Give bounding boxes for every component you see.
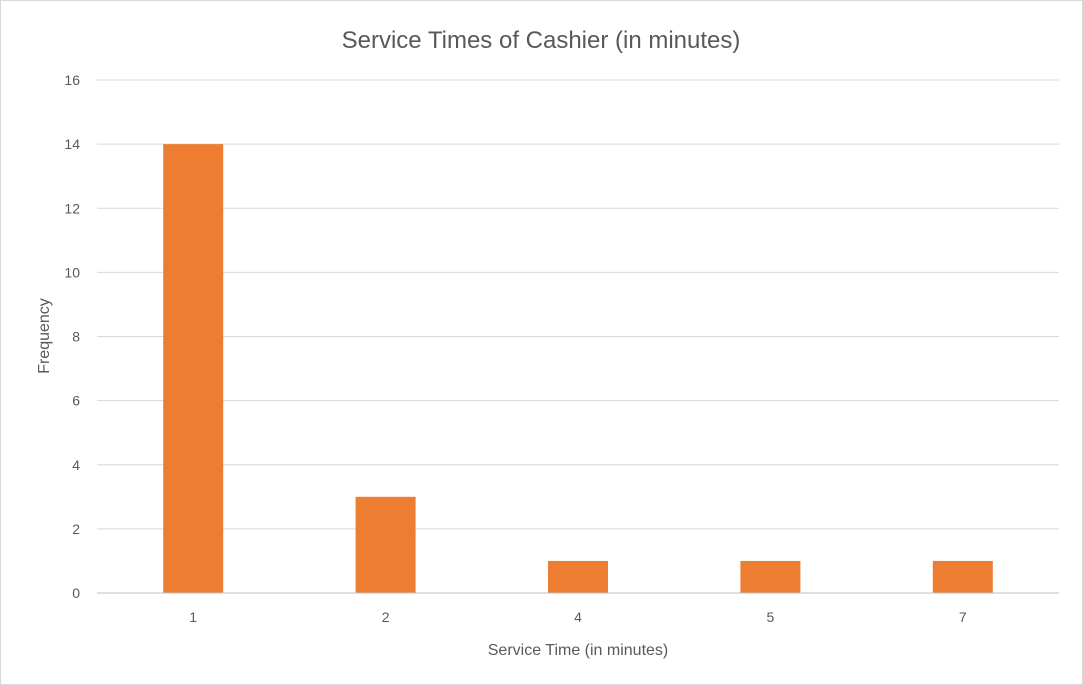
x-tick-label: 1 — [189, 609, 197, 625]
y-tick-label: 16 — [64, 72, 80, 88]
x-tick-label: 4 — [574, 609, 582, 625]
y-tick-label: 8 — [72, 329, 80, 345]
y-tick-label: 2 — [72, 521, 80, 537]
y-tick-label: 6 — [72, 393, 80, 409]
y-tick-label: 12 — [64, 200, 80, 216]
x-axis-ticks: 1 2 4 5 7 — [189, 609, 967, 625]
y-axis-ticks: 0 2 4 6 8 10 12 14 16 — [64, 72, 80, 601]
y-tick-label: 4 — [72, 457, 80, 473]
x-tick-label: 5 — [767, 609, 775, 625]
x-tick-label: 7 — [959, 609, 967, 625]
bar-2 — [355, 496, 416, 593]
gridlines — [97, 79, 1059, 530]
y-axis-label: Frequency — [36, 298, 53, 374]
x-tick-label: 2 — [382, 609, 390, 625]
y-tick-label: 10 — [64, 264, 80, 280]
bar-7 — [932, 560, 993, 593]
bars — [163, 144, 993, 593]
bar-1 — [163, 144, 224, 593]
bar-4 — [548, 560, 608, 593]
y-tick-label: 14 — [64, 136, 80, 152]
chart-title: Service Times of Cashier (in minutes) — [342, 27, 741, 54]
x-axis-label: Service Time (in minutes) — [488, 642, 669, 659]
y-tick-label: 0 — [72, 585, 80, 601]
bar-5 — [740, 560, 801, 593]
